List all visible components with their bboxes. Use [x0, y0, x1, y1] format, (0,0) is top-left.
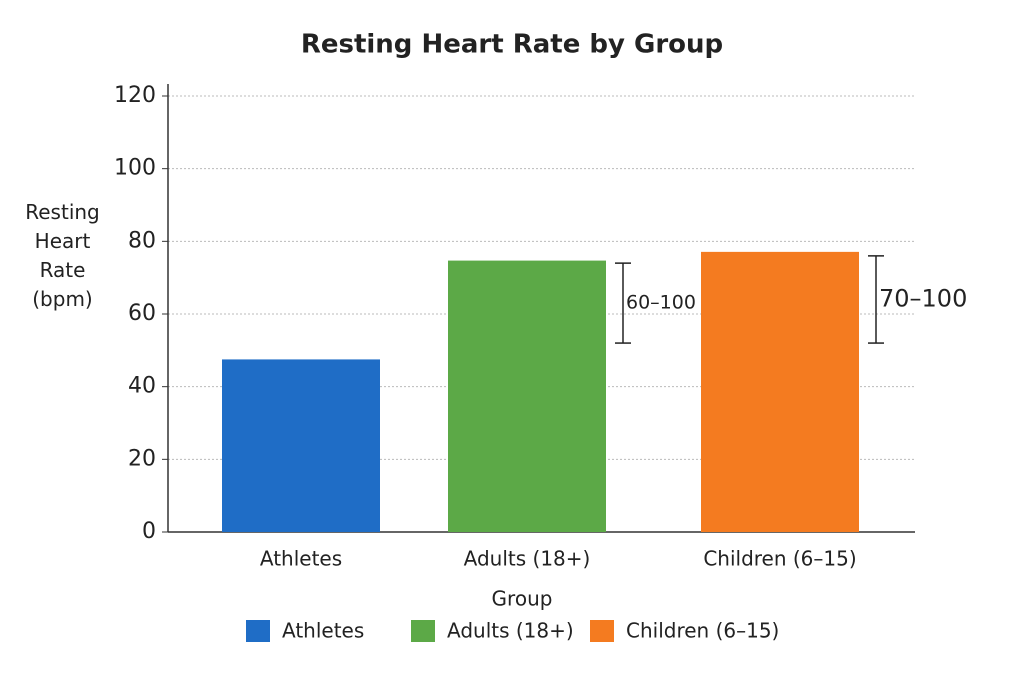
chart-title: Resting Heart Rate by Group: [301, 30, 723, 60]
bar: [222, 359, 380, 532]
y-tick-label: 80: [128, 228, 156, 253]
legend-label: Adults (18+): [447, 619, 574, 643]
y-axis-label: Resting Heart Rate (bpm): [25, 200, 100, 311]
range-label: 70–100: [879, 284, 967, 312]
y-tick-label: 60: [128, 301, 156, 326]
x-tick-label: Athletes: [260, 547, 342, 571]
x-tick-label: Adults (18+): [464, 547, 591, 571]
y-axis-label-box: Resting Heart Rate (bpm): [25, 200, 100, 311]
range-label: 60–100: [626, 292, 696, 314]
y-tick-label: 120: [114, 83, 156, 108]
y-tick-label: 40: [128, 374, 156, 399]
y-tick-label: 20: [128, 446, 156, 471]
legend-swatch: [590, 620, 614, 642]
legend-label: Athletes: [282, 619, 364, 643]
x-axis-label: Group: [492, 587, 553, 611]
bar: [448, 260, 606, 532]
legend-swatch: [411, 620, 435, 642]
y-tick-label: 100: [114, 156, 156, 181]
legend-label: Children (6–15): [626, 619, 779, 643]
y-tick-label: 0: [142, 519, 156, 544]
legend-swatch: [246, 620, 270, 642]
x-tick-label: Children (6–15): [703, 547, 856, 571]
bar: [701, 251, 859, 532]
